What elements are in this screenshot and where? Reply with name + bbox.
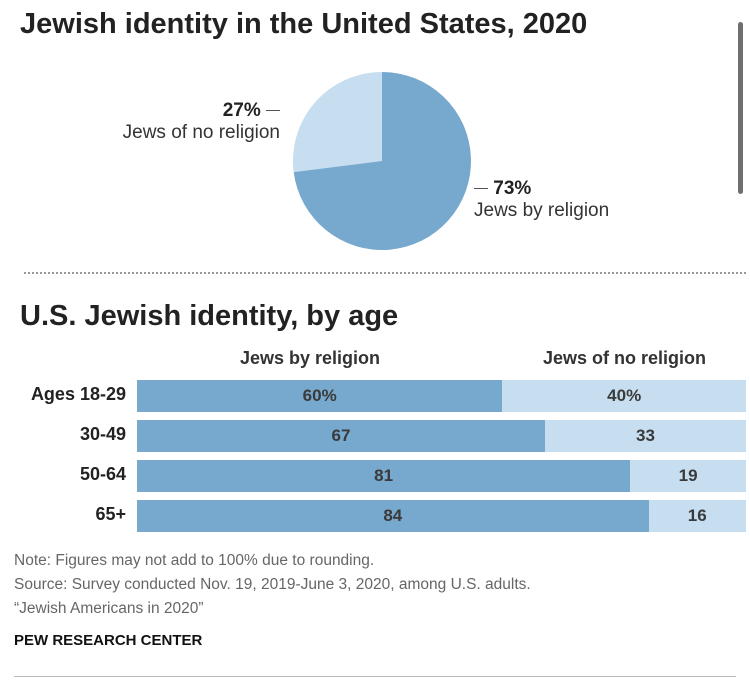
bar-row: Ages 18-29 60% 40% [0,380,750,412]
pie-label-religion: 73% Jews by religion [474,178,609,222]
bar-chart-title: U.S. Jewish identity, by age [20,300,399,332]
bar-track: 84 16 [137,500,746,532]
bar-segment-no-religion: 19 [630,460,746,492]
report-title: “Jewish Americans in 2020” [14,600,204,617]
pie-name-no-religion: Jews of no religion [122,122,280,143]
pie-pct-no-religion: 27% [222,100,261,121]
bar-category-label: 65+ [95,504,126,524]
scrollbar-thumb[interactable] [738,22,743,194]
bar-segment-religion: 60% [137,380,503,412]
column-header-no-religion: Jews of no religion [543,348,707,368]
bar-category-label: 50-64 [79,464,126,484]
section-divider [24,272,746,274]
bar-value-label-no-religion: 33 [636,426,655,445]
bar-value-label-religion: 67 [331,426,351,445]
brand-logo-text: PEW RESEARCH CENTER [14,632,203,649]
bar-row: 30-49 67 33 [0,420,750,452]
pie-leader-line [474,188,488,190]
bar-segment-religion: 84 [137,500,649,532]
source-text: Source: Survey conducted Nov. 19, 2019-J… [14,576,531,593]
pie-name-religion: Jews by religion [474,200,610,221]
bar-category-label: 30-49 [79,424,126,444]
bar-segment-religion: 81 [137,460,631,492]
bar-segment-no-religion: 40% [502,380,746,412]
bar-value-label-no-religion: 40% [607,386,642,405]
bar-row: 50-64 81 19 [0,460,750,492]
bar-value-label-no-religion: 16 [687,506,707,525]
bar-track: 60% 40% [137,380,746,412]
pie-chart [292,72,471,250]
stacked-bar-chart: Ages 18-29 60% 40% 30-49 67 33 50-64 81 19 65+ 84 1… [0,380,750,532]
bar-value-label-religion: 84 [383,506,403,525]
bar-value-label-religion: 81 [374,466,394,485]
column-header-religion: Jews by religion [240,348,381,368]
bar-value-label-religion: 60% [302,386,337,405]
pie-slice-no-religion [292,72,382,173]
pie-slice-religion [293,72,471,250]
pie-leader-line [266,110,280,112]
pie-chart-title: Jewish identity in the United States, 20… [20,8,588,40]
bar-category-label: Ages 18-29 [30,384,126,404]
bar-value-label-no-religion: 19 [678,466,698,485]
bottom-rule [14,676,736,677]
bar-segment-no-religion: 33 [545,420,746,452]
bar-row: 65+ 84 16 [0,500,750,532]
pie-pct-religion: 73% [493,178,532,199]
note-text: Note: Figures may not add to 100% due to… [14,552,375,569]
bar-track: 67 33 [137,420,746,452]
bar-track: 81 19 [137,460,746,492]
bar-segment-religion: 67 [137,420,546,452]
pie-label-no-religion: 27% Jews of no religion [123,100,280,144]
bar-segment-no-religion: 16 [648,500,746,532]
